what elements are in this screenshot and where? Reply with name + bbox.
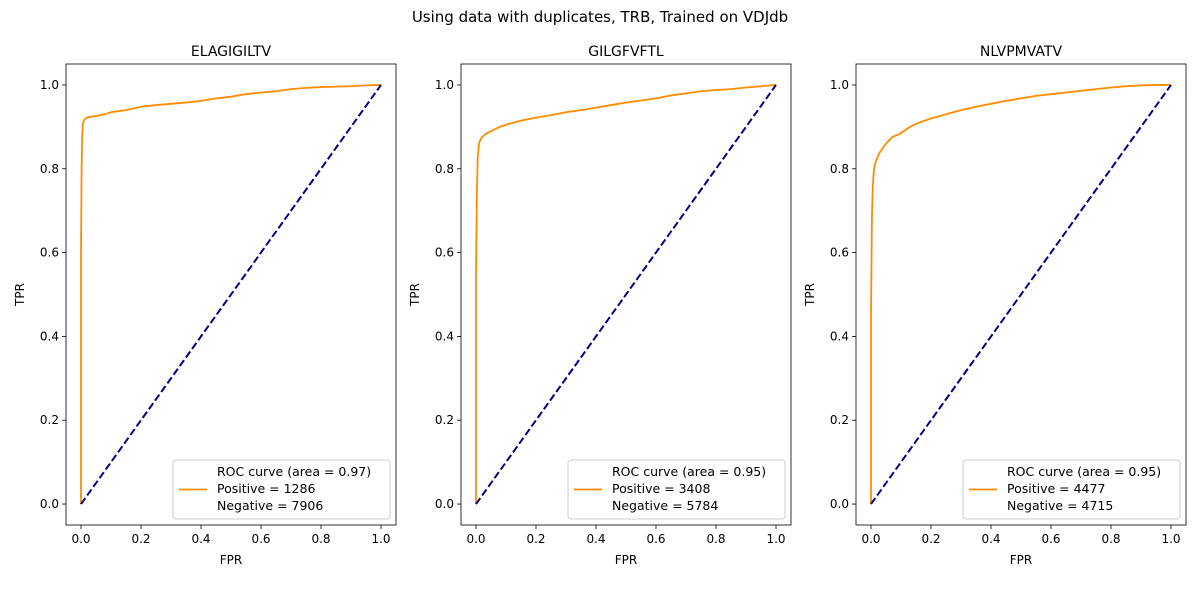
x-tick-label: 1.0 (371, 532, 390, 546)
x-tick-label: 0.2 (921, 532, 940, 546)
chart-panel-1: ELAGIGILTV 0.0 0.2 0.4 0.6 0.8 1.0 0.0 0.2 0.4 0.6… (13, 44, 397, 567)
x-tick-label: 0.8 (706, 532, 725, 546)
y-axis-label: TPR (408, 283, 422, 307)
chart-title: NLVPMVATV (980, 44, 1063, 60)
chart-panel-2: GILGFVFTL 0.0 0.2 0.4 0.6 0.8 1.0 0.0 0.2 0.4 0.6 0… (408, 44, 792, 567)
x-axis-label: FPR (1010, 553, 1032, 567)
chart-legend: ROC curve (area = 0.95) Positive = 4477 Ne… (962, 459, 1181, 520)
legend-box (172, 459, 391, 520)
y-tick-label: 1.0 (830, 78, 849, 92)
x-tick-label: 0.0 (466, 532, 485, 546)
legend-entry-text: Positive = 4477 (1007, 481, 1105, 496)
legend-entry-text: Negative = 5784 (612, 498, 718, 513)
roc-curve-line (80, 84, 382, 505)
x-tick-label: 0.8 (311, 532, 330, 546)
y-axis-label: TPR (13, 283, 27, 307)
plot-area-frame (65, 63, 397, 526)
y-tick-label: 0.0 (40, 497, 59, 511)
figure-suptitle: Using data with duplicates, TRB, Trained… (411, 8, 789, 26)
x-tick-label: 0.0 (861, 532, 880, 546)
legend-box (567, 459, 786, 520)
legend-entry-text: ROC curve (area = 0.95) (612, 464, 766, 479)
y-tick-label: 0.4 (435, 329, 454, 343)
y-tick-label: 0.6 (830, 246, 849, 260)
legend-entry-text: ROC curve (area = 0.95) (1007, 464, 1161, 479)
y-tick-label: 1.0 (40, 78, 59, 92)
y-axis-label: TPR (803, 283, 817, 307)
plot-area-frame (855, 63, 1187, 526)
x-axis-label: FPR (615, 553, 637, 567)
y-tick-label: 0.6 (40, 246, 59, 260)
y-tick-label: 0.8 (830, 162, 849, 176)
diagonal-reference-line (80, 84, 382, 505)
y-tick-label: 0.6 (435, 246, 454, 260)
legend-entry-text: ROC curve (area = 0.97) (217, 464, 371, 479)
diagonal-reference-line (475, 84, 777, 505)
x-tick-label: 0.0 (71, 532, 90, 546)
x-tick-label: 0.4 (191, 532, 210, 546)
x-tick-label: 0.4 (586, 532, 605, 546)
y-tick-label: 1.0 (435, 78, 454, 92)
y-tick-label: 0.4 (830, 329, 849, 343)
x-tick-label: 1.0 (766, 532, 785, 546)
x-tick-label: 0.2 (526, 532, 545, 546)
legend-entry-text: Negative = 4715 (1007, 498, 1113, 513)
x-axis-label: FPR (220, 553, 242, 567)
y-tick-label: 0.4 (40, 329, 59, 343)
x-tick-label: 0.6 (251, 532, 270, 546)
legend-entry-text: Negative = 7906 (217, 498, 323, 513)
chart-legend: ROC curve (area = 0.97) Positive = 1286 Ne… (172, 459, 391, 520)
y-tick-label: 0.8 (40, 162, 59, 176)
x-tick-label: 1.0 (1161, 532, 1180, 546)
x-tick-label: 0.2 (131, 532, 150, 546)
y-tick-label: 0.0 (830, 497, 849, 511)
x-tick-label: 0.6 (1041, 532, 1060, 546)
roc-curve-line (475, 84, 777, 505)
chart-title: GILGFVFTL (588, 44, 664, 60)
roc-curve-line (870, 84, 1171, 505)
chart-panel-3: NLVPMVATV 0.0 0.2 0.4 0.6 0.8 1.0 0.0 0.2 0.4 0.6 0… (803, 44, 1187, 567)
x-tick-label: 0.4 (981, 532, 1000, 546)
y-tick-label: 0.2 (830, 413, 849, 427)
y-tick-label: 0.2 (435, 413, 454, 427)
legend-entry-text: Positive = 3408 (612, 481, 710, 496)
plot-area-frame (460, 63, 792, 526)
x-tick-label: 0.8 (1101, 532, 1120, 546)
diagonal-reference-line (870, 84, 1172, 505)
chart-title: ELAGIGILTV (191, 44, 272, 60)
y-tick-label: 0.0 (435, 497, 454, 511)
y-tick-label: 0.8 (435, 162, 454, 176)
legend-box (962, 459, 1181, 520)
chart-legend: ROC curve (area = 0.95) Positive = 3408 Ne… (567, 459, 786, 520)
legend-entry-text: Positive = 1286 (217, 481, 315, 496)
x-tick-label: 0.6 (646, 532, 665, 546)
y-tick-label: 0.2 (40, 413, 59, 427)
